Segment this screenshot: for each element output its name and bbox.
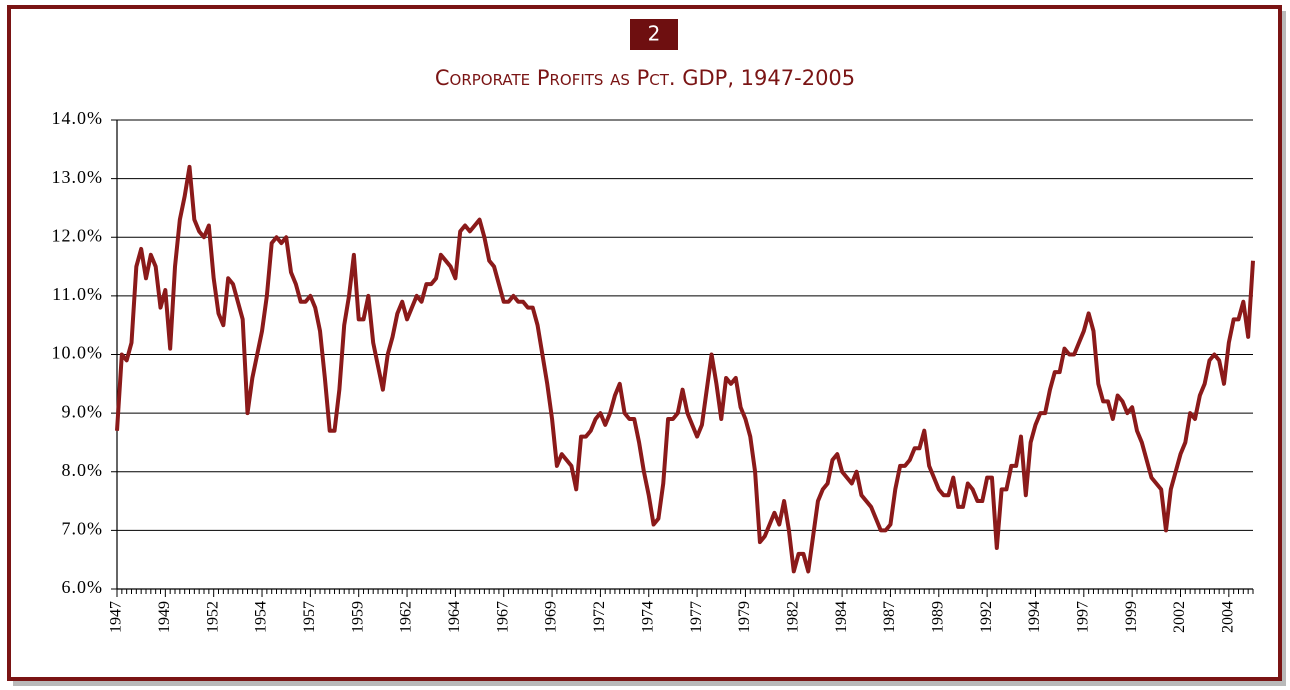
badge-text: 2 — [648, 22, 661, 46]
y-tick-label: 11.0% — [52, 284, 103, 304]
x-tick-label: 1967 — [494, 601, 511, 633]
x-tick-label: 2002 — [1171, 601, 1188, 633]
x-tick-label: 1964 — [446, 601, 463, 633]
x-tick-label: 1979 — [736, 601, 753, 633]
x-tick-label: 1989 — [929, 601, 946, 633]
x-tick-label: 1949 — [156, 601, 173, 633]
x-tick-label: 1947 — [108, 601, 125, 633]
y-tick-label: 13.0% — [52, 167, 104, 187]
badge — [630, 19, 678, 50]
x-tick-label: 1997 — [1074, 601, 1091, 633]
chart-title: Corporate Profits as Pct. GDP, 1947-2005 — [435, 66, 855, 90]
y-tick-label: 10.0% — [52, 343, 104, 363]
x-tick-label: 1982 — [784, 601, 801, 633]
frame — [7, 5, 1282, 681]
x-tick-label: 1969 — [543, 601, 560, 633]
x-tick-label: 1987 — [881, 601, 898, 633]
y-tick-label: 7.0% — [62, 519, 104, 539]
x-tick-label: 1994 — [1026, 601, 1043, 633]
x-tick-label: 1974 — [639, 601, 656, 633]
x-tick-label: 1977 — [688, 601, 705, 633]
x-tick-label: 1999 — [1123, 601, 1140, 633]
x-tick-label: 1959 — [349, 601, 366, 633]
x-tick-label: 1954 — [253, 601, 270, 633]
x-tick-label: 1972 — [591, 601, 608, 633]
x-tick-label: 1962 — [398, 601, 415, 633]
y-tick-label: 14.0% — [52, 108, 104, 128]
x-tick-label: 1992 — [978, 601, 995, 633]
line — [115, 164, 1255, 574]
y-tick-label: 9.0% — [62, 401, 104, 421]
y-tick-label: 12.0% — [52, 225, 104, 245]
x-tick-label: 1952 — [204, 601, 221, 633]
y-tick-label: 8.0% — [62, 460, 104, 480]
x-tick-label: 1984 — [833, 601, 850, 633]
x-tick-label: 2004 — [1220, 601, 1237, 633]
y-tick-label: 6.0% — [62, 577, 104, 597]
x-tick-label: 1957 — [301, 601, 318, 633]
